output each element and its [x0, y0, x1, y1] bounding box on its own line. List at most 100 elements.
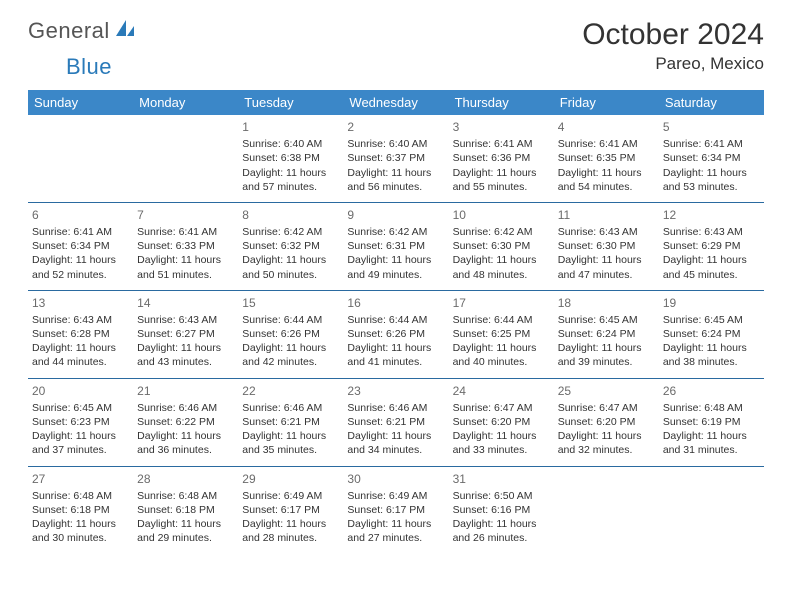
sunset-text: Sunset: 6:36 PM: [453, 151, 550, 165]
sunrise-text: Sunrise: 6:50 AM: [453, 489, 550, 503]
day-number: 27: [32, 471, 129, 487]
daylight-text: Daylight: 11 hours and 36 minutes.: [137, 429, 234, 457]
daylight-text: Daylight: 11 hours and 54 minutes.: [558, 166, 655, 194]
daylight-text: Daylight: 11 hours and 48 minutes.: [453, 253, 550, 281]
calendar-day-cell: 3Sunrise: 6:41 AMSunset: 6:36 PMDaylight…: [449, 115, 554, 202]
day-number: 10: [453, 207, 550, 223]
calendar-day-cell: 17Sunrise: 6:44 AMSunset: 6:25 PMDayligh…: [449, 290, 554, 378]
brand-sail-icon: [114, 18, 136, 44]
calendar-table: Sunday Monday Tuesday Wednesday Thursday…: [28, 90, 764, 553]
daylight-text: Daylight: 11 hours and 53 minutes.: [663, 166, 760, 194]
daylight-text: Daylight: 11 hours and 41 minutes.: [347, 341, 444, 369]
day-number: 14: [137, 295, 234, 311]
sunset-text: Sunset: 6:26 PM: [242, 327, 339, 341]
daylight-text: Daylight: 11 hours and 44 minutes.: [32, 341, 129, 369]
sunrise-text: Sunrise: 6:40 AM: [347, 137, 444, 151]
day-number: 11: [558, 207, 655, 223]
calendar-week-row: 13Sunrise: 6:43 AMSunset: 6:28 PMDayligh…: [28, 290, 764, 378]
sunrise-text: Sunrise: 6:47 AM: [453, 401, 550, 415]
day-number: 13: [32, 295, 129, 311]
sunrise-text: Sunrise: 6:43 AM: [558, 225, 655, 239]
brand-logo: General: [28, 18, 136, 44]
day-number: 19: [663, 295, 760, 311]
daylight-text: Daylight: 11 hours and 34 minutes.: [347, 429, 444, 457]
daylight-text: Daylight: 11 hours and 43 minutes.: [137, 341, 234, 369]
sunset-text: Sunset: 6:21 PM: [242, 415, 339, 429]
calendar-day-cell: [659, 466, 764, 553]
calendar-week-row: 27Sunrise: 6:48 AMSunset: 6:18 PMDayligh…: [28, 466, 764, 553]
sunrise-text: Sunrise: 6:41 AM: [137, 225, 234, 239]
calendar-day-cell: 21Sunrise: 6:46 AMSunset: 6:22 PMDayligh…: [133, 378, 238, 466]
calendar-day-cell: 29Sunrise: 6:49 AMSunset: 6:17 PMDayligh…: [238, 466, 343, 553]
daylight-text: Daylight: 11 hours and 27 minutes.: [347, 517, 444, 545]
day-number: 9: [347, 207, 444, 223]
day-number: 2: [347, 119, 444, 135]
title-block: October 2024 Pareo, Mexico: [582, 18, 764, 74]
calendar-day-cell: 23Sunrise: 6:46 AMSunset: 6:21 PMDayligh…: [343, 378, 448, 466]
month-title: October 2024: [582, 18, 764, 52]
daylight-text: Daylight: 11 hours and 52 minutes.: [32, 253, 129, 281]
daylight-text: Daylight: 11 hours and 33 minutes.: [453, 429, 550, 457]
daylight-text: Daylight: 11 hours and 32 minutes.: [558, 429, 655, 457]
daylight-text: Daylight: 11 hours and 38 minutes.: [663, 341, 760, 369]
daylight-text: Daylight: 11 hours and 51 minutes.: [137, 253, 234, 281]
daylight-text: Daylight: 11 hours and 57 minutes.: [242, 166, 339, 194]
sunrise-text: Sunrise: 6:40 AM: [242, 137, 339, 151]
sunset-text: Sunset: 6:20 PM: [453, 415, 550, 429]
sunrise-text: Sunrise: 6:41 AM: [453, 137, 550, 151]
calendar-day-cell: [133, 115, 238, 202]
calendar-day-cell: 1Sunrise: 6:40 AMSunset: 6:38 PMDaylight…: [238, 115, 343, 202]
calendar-day-cell: 9Sunrise: 6:42 AMSunset: 6:31 PMDaylight…: [343, 202, 448, 290]
daylight-text: Daylight: 11 hours and 29 minutes.: [137, 517, 234, 545]
calendar-header-row: Sunday Monday Tuesday Wednesday Thursday…: [28, 90, 764, 115]
sunrise-text: Sunrise: 6:45 AM: [558, 313, 655, 327]
day-number: 5: [663, 119, 760, 135]
daylight-text: Daylight: 11 hours and 30 minutes.: [32, 517, 129, 545]
day-number: 31: [453, 471, 550, 487]
calendar-day-cell: 18Sunrise: 6:45 AMSunset: 6:24 PMDayligh…: [554, 290, 659, 378]
sunrise-text: Sunrise: 6:46 AM: [242, 401, 339, 415]
calendar-day-cell: [554, 466, 659, 553]
daylight-text: Daylight: 11 hours and 56 minutes.: [347, 166, 444, 194]
sunrise-text: Sunrise: 6:44 AM: [453, 313, 550, 327]
day-number: 24: [453, 383, 550, 399]
calendar-day-cell: 19Sunrise: 6:45 AMSunset: 6:24 PMDayligh…: [659, 290, 764, 378]
calendar-day-cell: 4Sunrise: 6:41 AMSunset: 6:35 PMDaylight…: [554, 115, 659, 202]
calendar-day-cell: 10 Sunrise: 6:42 AMSunset: 6:30 PMDayligh…: [449, 202, 554, 290]
sunset-text: Sunset: 6:16 PM: [453, 503, 550, 517]
sunset-text: Sunset: 6:34 PM: [663, 151, 760, 165]
calendar-day-cell: 8Sunrise: 6:42 AMSunset: 6:32 PMDaylight…: [238, 202, 343, 290]
calendar-day-cell: 24 Sunrise: 6:47 AMSunset: 6:20 PMDayligh…: [449, 378, 554, 466]
calendar-day-cell: 2Sunrise: 6:40 AMSunset: 6:37 PMDaylight…: [343, 115, 448, 202]
calendar-day-cell: 5 Sunrise: 6:41 AMSunset: 6:34 PMDaylight…: [659, 115, 764, 202]
daylight-text: Daylight: 11 hours and 26 minutes.: [453, 517, 550, 545]
sunrise-text: Sunrise: 6:46 AM: [137, 401, 234, 415]
daylight-text: Daylight: 11 hours and 28 minutes.: [242, 517, 339, 545]
sunrise-text: Sunrise: 6:49 AM: [347, 489, 444, 503]
sunset-text: Sunset: 6:27 PM: [137, 327, 234, 341]
sunset-text: Sunset: 6:25 PM: [453, 327, 550, 341]
sunrise-text: Sunrise: 6:41 AM: [663, 137, 760, 151]
sunset-text: Sunset: 6:30 PM: [453, 239, 550, 253]
day-header: Thursday: [449, 90, 554, 115]
day-header: Wednesday: [343, 90, 448, 115]
sunset-text: Sunset: 6:29 PM: [663, 239, 760, 253]
sunrise-text: Sunrise: 6:42 AM: [453, 225, 550, 239]
daylight-text: Daylight: 11 hours and 37 minutes.: [32, 429, 129, 457]
calendar-day-cell: 22Sunrise: 6:46 AMSunset: 6:21 PMDayligh…: [238, 378, 343, 466]
day-number: 21: [137, 383, 234, 399]
daylight-text: Daylight: 11 hours and 45 minutes.: [663, 253, 760, 281]
day-number: 17: [453, 295, 550, 311]
sunrise-text: Sunrise: 6:44 AM: [347, 313, 444, 327]
daylight-text: Daylight: 11 hours and 49 minutes.: [347, 253, 444, 281]
sunset-text: Sunset: 6:18 PM: [137, 503, 234, 517]
sunset-text: Sunset: 6:24 PM: [663, 327, 760, 341]
location-label: Pareo, Mexico: [582, 54, 764, 74]
calendar-day-cell: 15Sunrise: 6:44 AMSunset: 6:26 PMDayligh…: [238, 290, 343, 378]
sunrise-text: Sunrise: 6:41 AM: [558, 137, 655, 151]
calendar-day-cell: 20Sunrise: 6:45 AMSunset: 6:23 PMDayligh…: [28, 378, 133, 466]
day-number: 3: [453, 119, 550, 135]
day-number: 4: [558, 119, 655, 135]
calendar-day-cell: 28Sunrise: 6:48 AMSunset: 6:18 PMDayligh…: [133, 466, 238, 553]
calendar-day-cell: 30Sunrise: 6:49 AMSunset: 6:17 PMDayligh…: [343, 466, 448, 553]
